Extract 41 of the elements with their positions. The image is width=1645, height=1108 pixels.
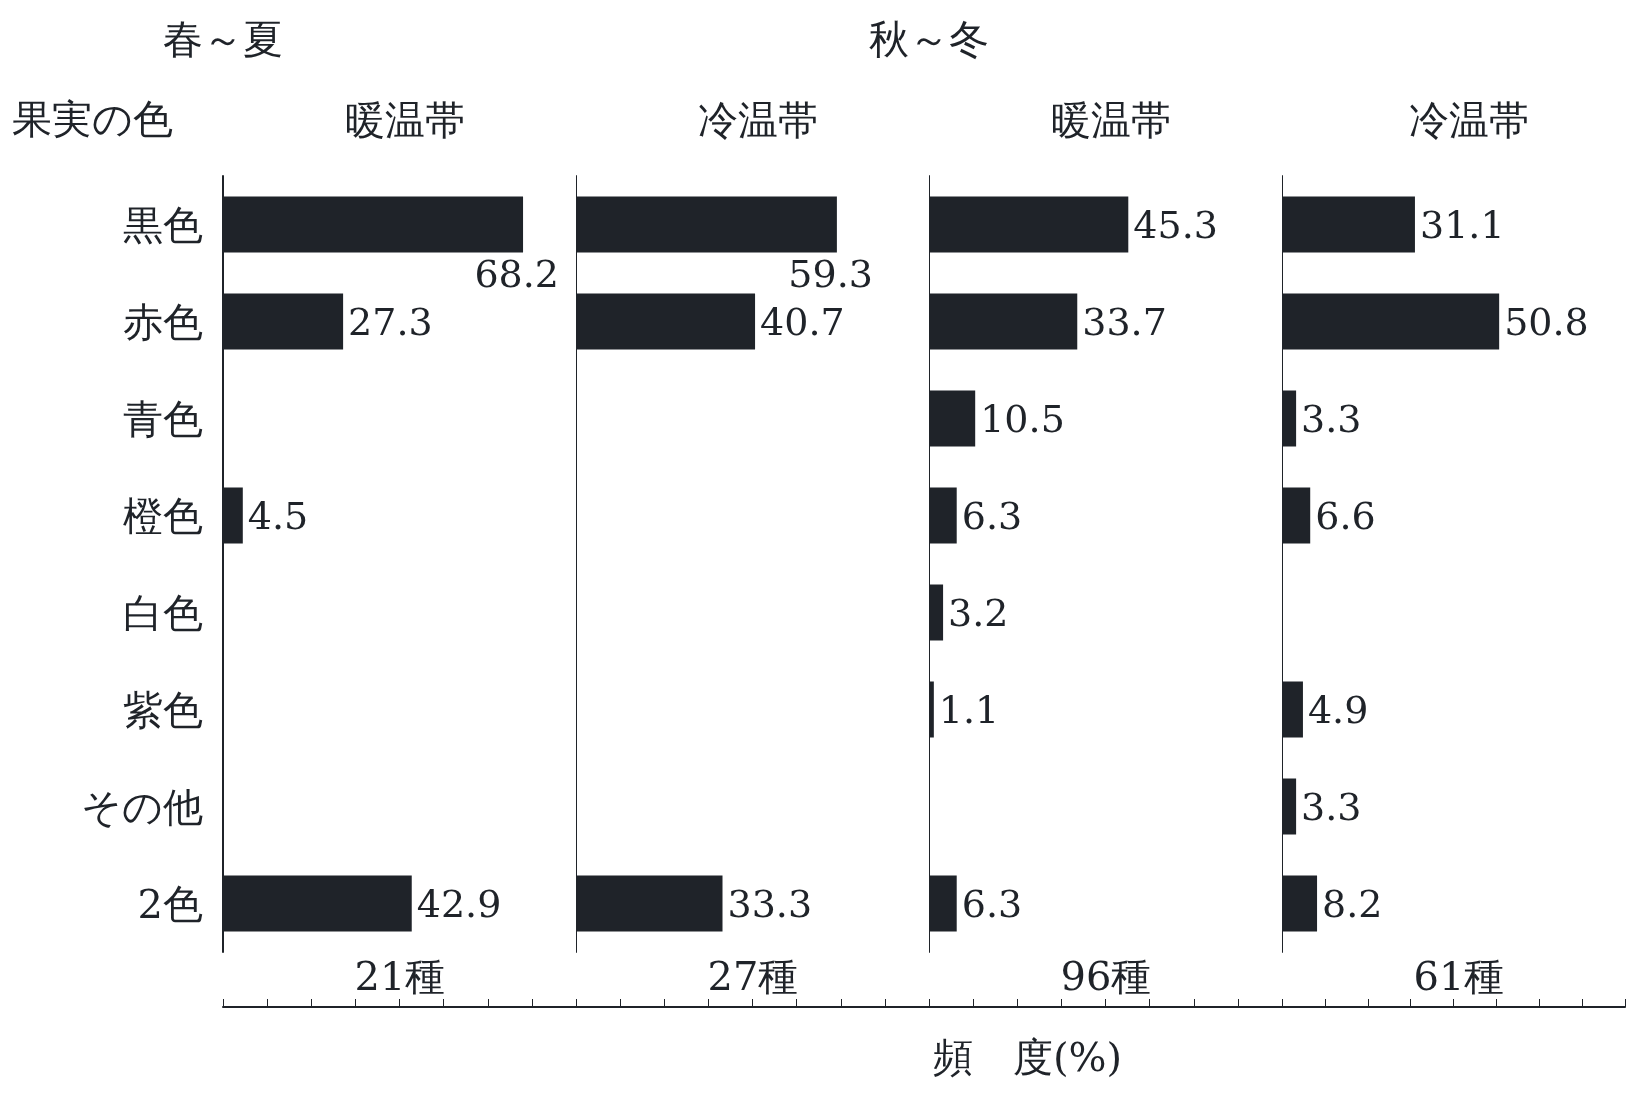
y-tick-label: 黒色 xyxy=(123,201,203,248)
data-label: 4.9 xyxy=(1307,687,1369,732)
data-label: 68.2 xyxy=(474,251,560,296)
text: 秋～冬 xyxy=(869,15,989,64)
y-axis-title: 果実の色 xyxy=(12,95,173,144)
chart-title: 冷温帯 xyxy=(1408,97,1529,143)
y-tick-label: 紫色 xyxy=(123,686,203,733)
data-label: 6.3 xyxy=(961,881,1023,926)
text: 61種 xyxy=(1413,953,1505,999)
y-tick-label: その他 xyxy=(81,783,203,830)
x-axis-title: 頻 度(%) xyxy=(933,1033,1123,1082)
chart-title: 暖温帯 xyxy=(344,97,465,143)
y-tick-label: 橙色 xyxy=(123,492,203,539)
data-label: 33.3 xyxy=(727,881,813,926)
y-tick-label: 赤色 xyxy=(123,298,203,345)
y-tick-label: 白色 xyxy=(123,589,203,636)
data-label: 40.7 xyxy=(760,299,845,344)
data-label: 1.1 xyxy=(938,687,1000,732)
chart-title: 暖温帯 xyxy=(1050,97,1171,143)
data-label: 6.3 xyxy=(961,493,1023,538)
data-label: 6.6 xyxy=(1315,493,1376,538)
text: 27種 xyxy=(707,953,799,999)
data-label: 50.8 xyxy=(1504,299,1589,344)
data-label: 8.2 xyxy=(1322,881,1383,926)
data-label: 31.1 xyxy=(1419,202,1505,247)
text: 春～夏 xyxy=(163,15,283,64)
data-label: 4.5 xyxy=(247,493,309,538)
data-label: 42.9 xyxy=(416,881,502,926)
data-label: 10.5 xyxy=(980,396,1065,441)
data-label: 3.3 xyxy=(1301,396,1362,441)
data-label: 59.3 xyxy=(788,251,873,296)
data-label: 45.3 xyxy=(1133,202,1218,247)
data-label: 27.3 xyxy=(348,299,433,344)
chart-title: 冷温帯 xyxy=(697,97,818,143)
y-tick-label: 青色 xyxy=(123,395,203,442)
data-label: 33.7 xyxy=(1082,299,1167,344)
text: 96種 xyxy=(1060,953,1152,999)
y-tick-label: 2色 xyxy=(137,880,203,927)
text: 21種 xyxy=(354,953,446,999)
data-label: 3.2 xyxy=(948,590,1009,635)
data-label: 3.3 xyxy=(1301,784,1362,829)
